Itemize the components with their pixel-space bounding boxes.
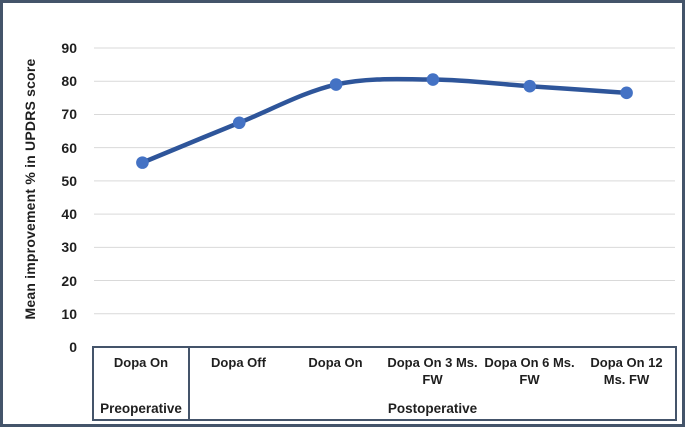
y-tick-label: 60 (61, 139, 77, 156)
y-tick-label: 0 (69, 339, 77, 355)
category-axis-table: Dopa On Preoperative Dopa Off Dopa On Dopa O… (92, 346, 677, 421)
data-point-marker (620, 86, 633, 100)
category-label: Dopa Off (211, 355, 266, 370)
y-tick-label: 70 (61, 106, 77, 123)
y-tick-label: 40 (61, 206, 77, 223)
data-point-marker (523, 79, 537, 93)
category-labels-row: Dopa Off Dopa On Dopa On 3 Ms. FW Dopa On 6 … (190, 354, 675, 388)
data-point-marker (232, 116, 246, 130)
y-tick-label: 50 (61, 172, 77, 189)
category-group-preoperative: Dopa On Preoperative (94, 348, 190, 419)
y-tick-label: 10 (61, 305, 77, 322)
y-tick-label: 30 (61, 239, 77, 256)
group-label: Postoperative (387, 401, 478, 416)
category-label: Dopa On (308, 355, 363, 370)
data-point-marker (329, 78, 343, 91)
data-point-marker (426, 73, 440, 86)
category-label: Dopa On (113, 355, 169, 370)
y-tick-label: 20 (61, 272, 77, 289)
group-label: Preoperative (100, 401, 182, 416)
plot-area (94, 47, 675, 315)
data-point-marker (136, 156, 149, 169)
category-label: Dopa On 12 Ms. FW (590, 355, 663, 387)
y-tick-label: 90 (61, 40, 77, 56)
series-line (140, 76, 629, 165)
category-group-postoperative: Dopa Off Dopa On Dopa On 3 Ms. FW Dopa On 6 … (190, 348, 675, 419)
category-labels-row: Dopa On (94, 354, 188, 371)
category-label: Dopa On 6 Ms. FW (484, 355, 575, 387)
category-label: Dopa On 3 Ms. FW (387, 355, 478, 387)
y-tick-label: 80 (61, 73, 77, 90)
